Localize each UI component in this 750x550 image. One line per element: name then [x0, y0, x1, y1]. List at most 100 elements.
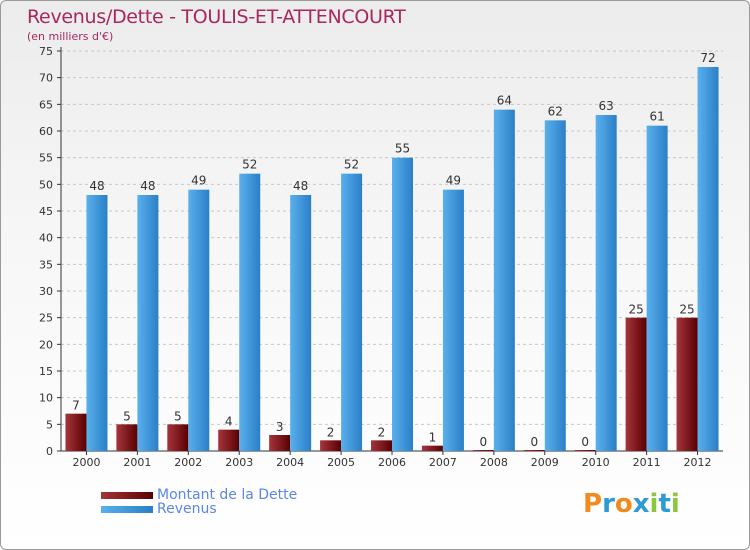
bar-debt-2006: [371, 440, 392, 451]
bar-revenue-2011: [646, 125, 668, 452]
data-label-debt-2000: 7: [72, 399, 80, 413]
bar-revenue-2012: [697, 67, 719, 451]
data-label-debt-2004: 3: [276, 420, 284, 434]
y-tick-label: 40: [39, 232, 53, 245]
logo-letter: P: [583, 489, 603, 519]
data-label-debt-2008: 0: [480, 435, 488, 449]
legend-item-revenue: Revenus: [101, 501, 217, 517]
data-label-debt-2012: 25: [679, 303, 694, 317]
data-label-revenue-2002: 49: [191, 174, 206, 188]
y-tick-label: 60: [39, 125, 53, 138]
bar-debt-2004: [269, 435, 291, 451]
bar-revenue-2007: [442, 189, 464, 451]
x-tick-label: 2003: [225, 456, 253, 469]
x-tick-label: 2011: [633, 456, 661, 469]
x-tick-label: 2002: [174, 456, 202, 469]
data-label-revenue-2006: 55: [395, 142, 410, 156]
bars: [65, 67, 719, 452]
bar-revenue-2001: [137, 195, 159, 451]
bar-debt-2012: [676, 317, 698, 451]
y-tick-label: 0: [46, 445, 53, 458]
bar-debt-2003: [218, 429, 240, 451]
bar-debt-2000: [65, 413, 87, 451]
data-label-revenue-2005: 52: [344, 158, 359, 172]
x-tick-label: 2009: [531, 456, 559, 469]
bar-debt-2001: [116, 424, 138, 451]
y-tick-label: 55: [39, 152, 53, 165]
bar-revenue-2003: [239, 173, 261, 451]
chart-subtitle: (en milliers d'€): [27, 30, 114, 43]
y-tick-label: 50: [39, 178, 53, 191]
data-label-revenue-2012: 72: [700, 51, 715, 65]
data-label-revenue-2007: 49: [446, 174, 461, 188]
y-tick-label: 25: [39, 312, 53, 325]
y-tick-label: 30: [39, 285, 53, 298]
y-tick-label: 35: [39, 258, 53, 271]
bar-revenue-2005: [341, 173, 363, 451]
x-tick-label: 2012: [684, 456, 712, 469]
logo-letter: x: [632, 489, 650, 519]
data-label-revenue-2011: 61: [649, 110, 664, 124]
data-label-debt-2001: 5: [123, 409, 131, 423]
y-tick-label: 45: [39, 205, 53, 218]
logo-letter: i: [670, 489, 680, 519]
bar-revenue-2002: [188, 189, 210, 451]
x-tick-label: 2008: [480, 456, 508, 469]
data-label-debt-2003: 4: [225, 415, 233, 429]
logo-letter: r: [602, 489, 615, 519]
x-tick-label: 2006: [378, 456, 406, 469]
x-tick-label: 2005: [327, 456, 355, 469]
bar-debt-2009: [523, 450, 545, 451]
bar-debt-2007: [421, 445, 443, 451]
x-tick-label: 2001: [123, 456, 151, 469]
y-tick-label: 75: [39, 45, 53, 58]
y-tick-label: 5: [46, 418, 53, 431]
legend-label-revenue: Revenus: [157, 501, 217, 517]
data-label-debt-2011: 25: [628, 303, 643, 317]
bar-revenue-2004: [290, 195, 312, 451]
data-label-revenue-2010: 63: [599, 99, 614, 113]
data-label-debt-2006: 2: [378, 425, 386, 439]
x-tick-label: 2010: [582, 456, 610, 469]
bar-debt-2010: [574, 450, 596, 451]
bar-revenue-2009: [544, 120, 566, 451]
data-label-revenue-2000: 48: [89, 179, 104, 193]
legend-item-debt: Montant de la Dette: [101, 487, 297, 503]
bar-revenue-2010: [595, 115, 617, 451]
y-tick-label: 10: [39, 392, 53, 405]
bar-debt-2002: [167, 424, 189, 451]
legend-swatch-debt: [101, 491, 153, 499]
bar-revenue-2008: [493, 109, 515, 452]
y-tick-label: 15: [39, 365, 53, 378]
data-label-debt-2010: 0: [581, 435, 589, 449]
data-labels: 7 48 5 48 5 49 4 52 3 48 2 52 2 55 1 49 0 64 0 62 0 63 25 61 25 7…: [72, 51, 716, 449]
x-tick-label: 2004: [276, 456, 304, 469]
chart-title: Revenus/Dette - TOULIS-ET-ATTENCOURT: [27, 6, 406, 28]
data-label-debt-2009: 0: [530, 435, 538, 449]
legend-swatch-revenue: [101, 505, 153, 513]
data-label-debt-2007: 1: [429, 431, 437, 445]
logo-letter: o: [614, 489, 633, 519]
bar-debt-2008: [472, 450, 494, 451]
bar-debt-2005: [320, 440, 342, 451]
x-tick-label: 2007: [429, 456, 457, 469]
y-tick-label: 70: [39, 72, 53, 85]
data-label-debt-2005: 2: [327, 425, 335, 439]
bar-revenue-2000: [86, 195, 108, 451]
legend-label-debt: Montant de la Dette: [157, 487, 298, 503]
y-tick-label: 20: [39, 338, 53, 351]
logo-letter: t: [658, 489, 671, 519]
proxiti-logo: Proxiti: [583, 489, 680, 519]
data-label-revenue-2004: 48: [293, 179, 308, 193]
data-label-revenue-2009: 62: [548, 104, 563, 118]
bar-debt-2011: [625, 317, 647, 451]
x-tick-label: 2000: [72, 456, 100, 469]
logo-letter: i: [649, 489, 659, 519]
bar-revenue-2006: [392, 157, 413, 451]
data-label-revenue-2008: 64: [497, 94, 512, 108]
data-label-revenue-2001: 48: [140, 179, 155, 193]
data-label-debt-2002: 5: [174, 409, 182, 423]
